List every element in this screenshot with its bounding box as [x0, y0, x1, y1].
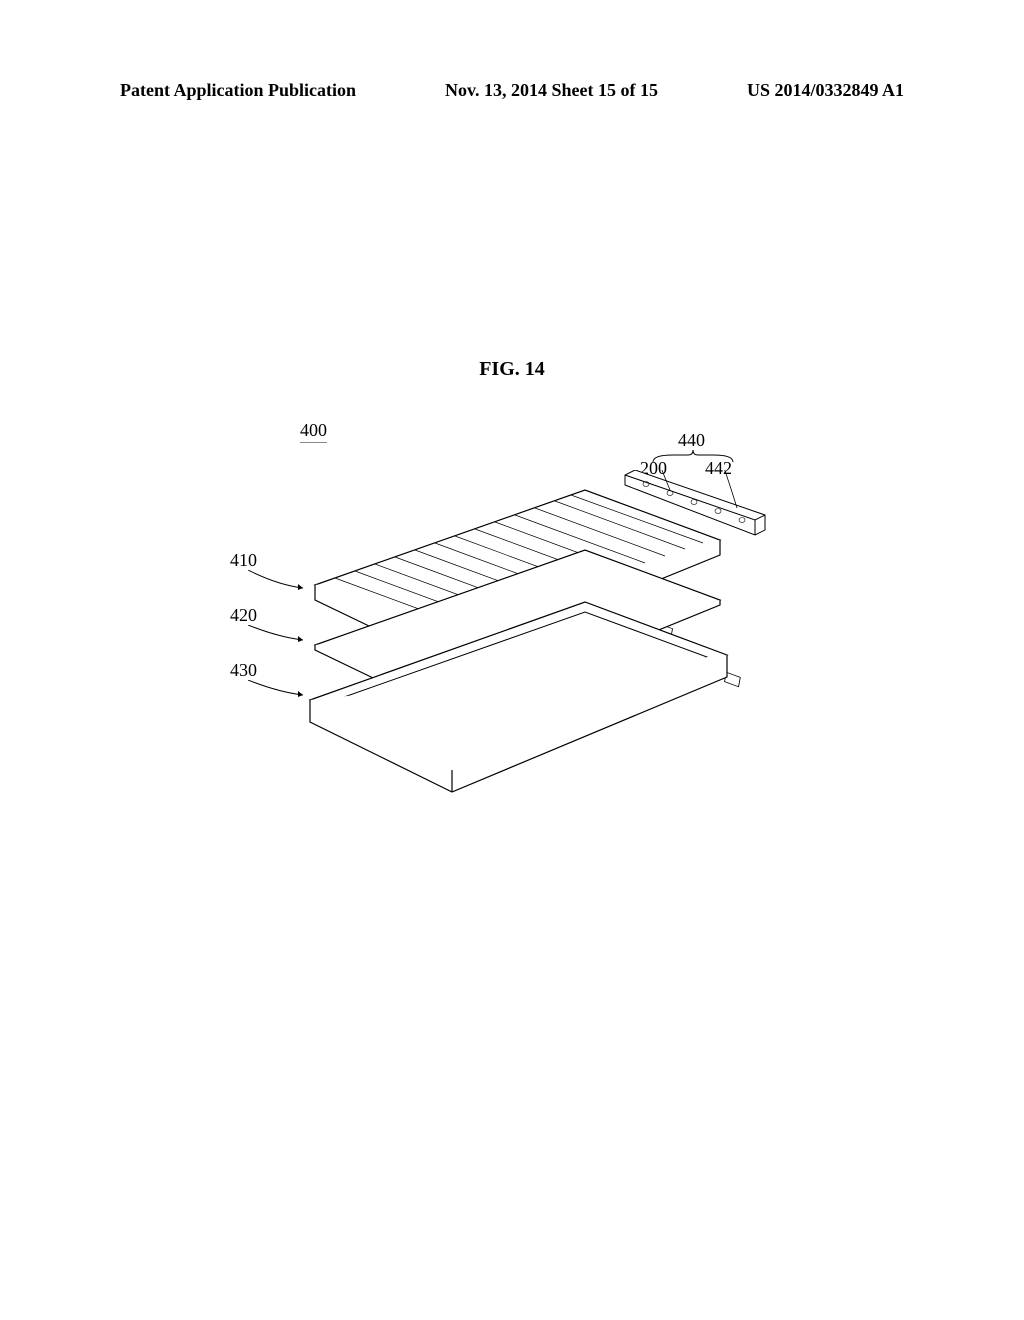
label-400: 400 — [300, 420, 327, 443]
label-430: 430 — [230, 660, 257, 681]
header-left: Patent Application Publication — [120, 80, 356, 101]
label-420: 420 — [230, 605, 257, 626]
header-center: Nov. 13, 2014 Sheet 15 of 15 — [445, 80, 658, 101]
figure-container: 400 440 200 442 410 420 430 — [200, 420, 820, 820]
page-header: Patent Application Publication Nov. 13, … — [0, 80, 1024, 101]
figure-title: FIG. 14 — [0, 358, 1024, 381]
label-440: 440 — [678, 430, 705, 451]
label-410: 410 — [230, 550, 257, 571]
header-right: US 2014/0332849 A1 — [747, 80, 904, 101]
exploded-view-diagram-icon — [275, 470, 815, 810]
